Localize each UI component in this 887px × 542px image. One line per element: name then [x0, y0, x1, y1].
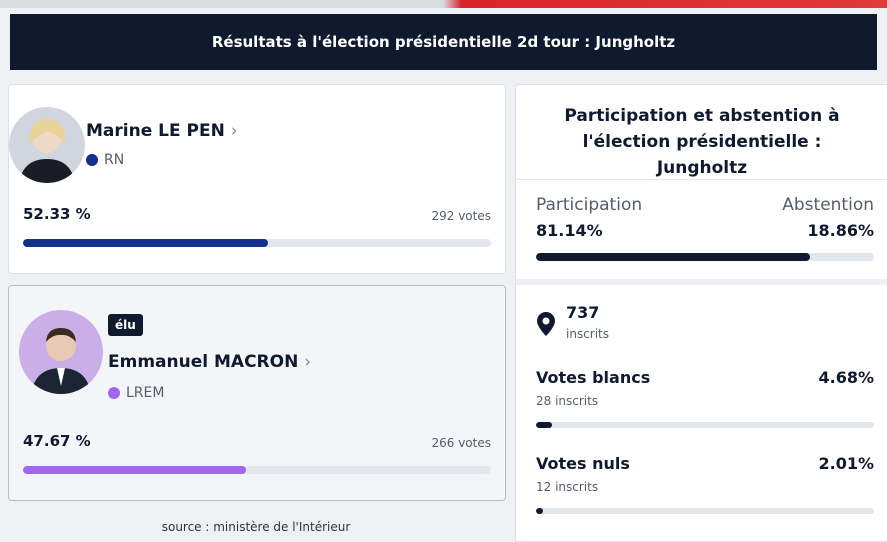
votes: 266 votes: [431, 436, 491, 450]
party: LREM: [108, 385, 164, 401]
candidate-card[interactable]: Marine LE PEN › RN 52.33 % 292 votes: [8, 84, 506, 274]
inscrits-label: inscrits: [566, 327, 609, 341]
name: Emmanuel MACRON: [108, 352, 298, 372]
stat-value: 2.01%: [818, 454, 874, 473]
party: RN: [86, 152, 124, 168]
participation-bar: [536, 253, 810, 261]
panel-title: Participation et abstention à l'élection…: [536, 103, 868, 181]
candidate-photo: [19, 310, 103, 394]
percent: 52.33 %: [23, 205, 91, 223]
name: Marine LE PEN: [86, 121, 225, 141]
page: Résultats à l'élection présidentielle 2d…: [0, 0, 887, 540]
stat-label: Votes blancs: [536, 368, 650, 387]
source: source : ministère de l'Intérieur: [8, 520, 504, 534]
stat-label: Votes nuls: [536, 454, 630, 473]
pin-icon: [536, 311, 556, 337]
abstention-value: 18.86%: [807, 221, 874, 240]
track: [536, 422, 874, 428]
abstention-bar: [810, 253, 874, 261]
abstention-label: Abstention: [782, 195, 874, 215]
track: [23, 466, 491, 474]
stat-bar: [536, 422, 552, 428]
separator: [516, 279, 887, 285]
party-dot: [86, 154, 98, 166]
stat-bar: [536, 508, 543, 514]
stat-value: 4.68%: [818, 368, 874, 387]
party-name: RN: [104, 152, 124, 168]
bar: [23, 239, 268, 247]
stat-detail: 12 inscrits: [536, 480, 598, 494]
bar: [23, 466, 246, 474]
stat-detail: 28 inscrits: [536, 394, 598, 408]
track: [536, 253, 874, 261]
candidate-card[interactable]: élu Emmanuel MACRON › LREM 47.67 % 266 v…: [8, 285, 506, 501]
elected-badge: élu: [108, 314, 143, 336]
candidate-photo: [9, 107, 85, 183]
party-name: LREM: [126, 385, 164, 401]
avatar: [9, 107, 85, 183]
candidate-name[interactable]: Marine LE PEN ›: [86, 121, 238, 141]
header: Résultats à l'élection présidentielle 2d…: [10, 14, 877, 70]
top-strip: [0, 0, 887, 8]
track: [536, 508, 874, 514]
participation-value: 81.14%: [536, 221, 603, 240]
track: [23, 239, 491, 247]
participation-panel: Participation et abstention à l'élection…: [515, 84, 887, 542]
votes: 292 votes: [431, 209, 491, 223]
percent: 47.67 %: [23, 432, 91, 450]
avatar: [19, 310, 103, 394]
party-dot: [108, 387, 120, 399]
header-title: Résultats à l'élection présidentielle 2d…: [212, 33, 675, 51]
inscrits-count: 737: [566, 303, 599, 322]
participation-label: Participation: [536, 195, 642, 215]
candidate-name[interactable]: Emmanuel MACRON ›: [108, 352, 311, 372]
separator: [516, 179, 887, 180]
